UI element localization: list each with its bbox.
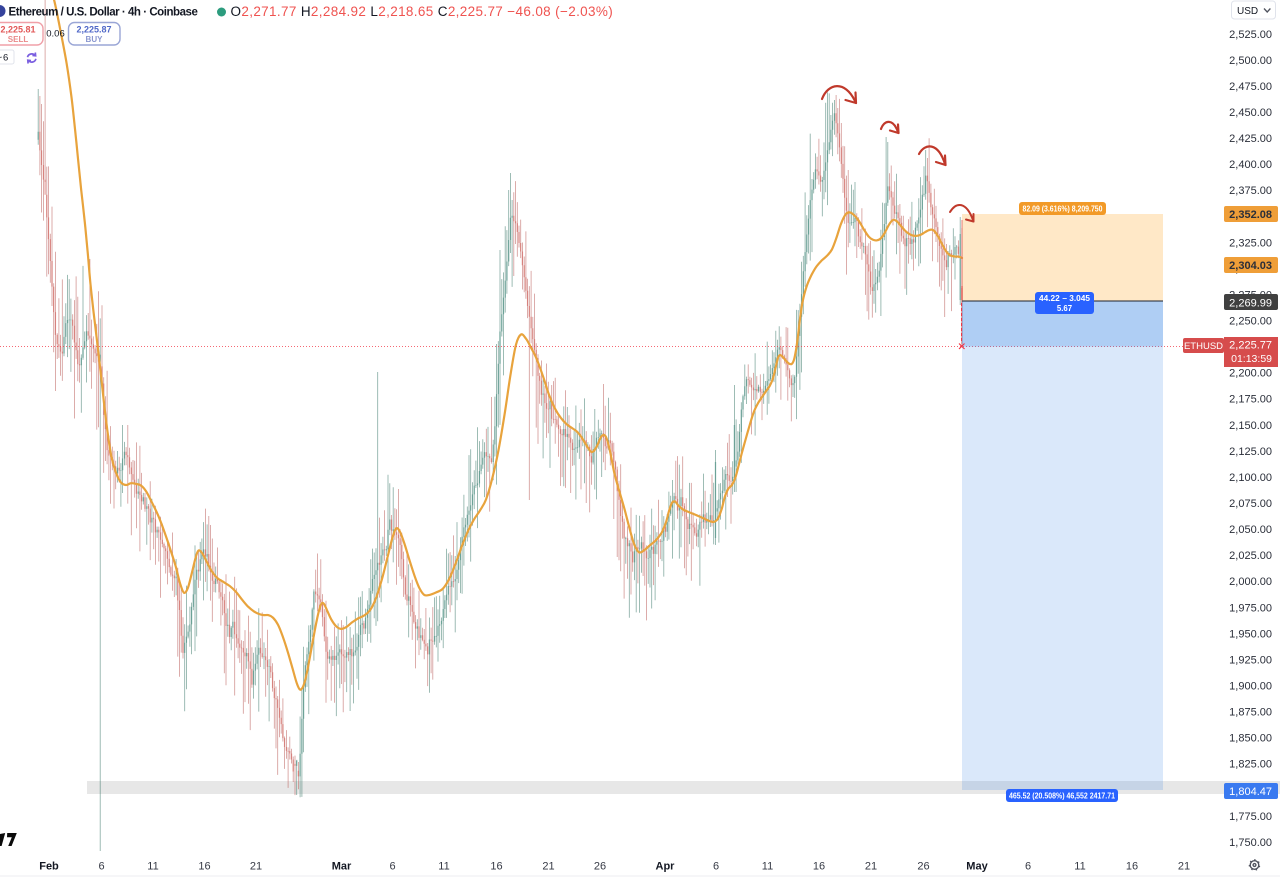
svg-text:16: 16 bbox=[813, 861, 825, 873]
svg-text:2,325.00: 2,325.00 bbox=[1229, 237, 1272, 249]
svg-text:01:13:59: 01:13:59 bbox=[1231, 353, 1272, 365]
svg-text:21: 21 bbox=[865, 861, 877, 873]
svg-text:2,125.00: 2,125.00 bbox=[1229, 446, 1272, 458]
svg-text:~: ~ bbox=[0, 52, 2, 62]
svg-text:Mar: Mar bbox=[332, 861, 352, 873]
svg-text:11: 11 bbox=[438, 861, 449, 873]
svg-text:11: 11 bbox=[1074, 861, 1085, 873]
svg-text:2,352.08: 2,352.08 bbox=[1229, 209, 1272, 221]
svg-text:6: 6 bbox=[389, 861, 395, 873]
svg-text:2,375.00: 2,375.00 bbox=[1229, 185, 1272, 197]
svg-text:6: 6 bbox=[3, 53, 8, 64]
svg-text:2,475.00: 2,475.00 bbox=[1229, 81, 1272, 93]
svg-text:2,100.00: 2,100.00 bbox=[1229, 472, 1272, 484]
svg-text:2,000.00: 2,000.00 bbox=[1229, 576, 1272, 588]
svg-text:2,425.00: 2,425.00 bbox=[1229, 133, 1272, 145]
svg-text:2,225.81: 2,225.81 bbox=[0, 25, 35, 35]
svg-text:2,525.00: 2,525.00 bbox=[1229, 29, 1272, 41]
svg-text:Feb: Feb bbox=[39, 861, 59, 873]
svg-text:O2,271.77 H2,284.92 L2,218.65: O2,271.77 H2,284.92 L2,218.65 C2,225.77 … bbox=[231, 4, 614, 19]
svg-text:1,804.47: 1,804.47 bbox=[1229, 786, 1272, 798]
svg-text:2,050.00: 2,050.00 bbox=[1229, 524, 1272, 536]
svg-text:2,200.00: 2,200.00 bbox=[1229, 368, 1272, 380]
svg-text:465.52 (20.508%) 46,552 2417.7: 465.52 (20.508%) 46,552 2417.71 bbox=[1009, 792, 1116, 801]
svg-text:2,400.00: 2,400.00 bbox=[1229, 159, 1272, 171]
svg-text:2,025.00: 2,025.00 bbox=[1229, 550, 1272, 562]
svg-text:2,304.03: 2,304.03 bbox=[1229, 260, 1272, 272]
svg-text:2,225.87: 2,225.87 bbox=[76, 25, 111, 35]
svg-text:11: 11 bbox=[147, 861, 158, 873]
svg-text:ETHUSD: ETHUSD bbox=[1184, 341, 1223, 352]
svg-text:Apr: Apr bbox=[656, 861, 676, 873]
svg-text:21: 21 bbox=[1178, 861, 1190, 873]
svg-text:1,975.00: 1,975.00 bbox=[1229, 602, 1272, 614]
svg-text:2,150.00: 2,150.00 bbox=[1229, 420, 1272, 432]
svg-text:May: May bbox=[966, 861, 988, 873]
svg-text:1,750.00: 1,750.00 bbox=[1229, 837, 1272, 849]
svg-text:2,175.00: 2,175.00 bbox=[1229, 394, 1272, 406]
svg-text:6: 6 bbox=[98, 861, 104, 873]
svg-text:5.67: 5.67 bbox=[1057, 304, 1072, 313]
svg-text:16: 16 bbox=[198, 861, 210, 873]
svg-text:1,825.00: 1,825.00 bbox=[1229, 759, 1272, 771]
svg-text:2,250.00: 2,250.00 bbox=[1229, 316, 1272, 328]
svg-text:26: 26 bbox=[917, 861, 929, 873]
svg-text:1,875.00: 1,875.00 bbox=[1229, 707, 1272, 719]
svg-text:44.22 − 3.045: 44.22 − 3.045 bbox=[1039, 294, 1091, 303]
svg-text:11: 11 bbox=[762, 861, 773, 873]
svg-text:1,775.00: 1,775.00 bbox=[1229, 811, 1272, 823]
svg-text:Ethereum / U.S. Dollar · 4h ·: Ethereum / U.S. Dollar · 4h · Coinbase bbox=[9, 7, 198, 19]
svg-text:6: 6 bbox=[713, 861, 719, 873]
svg-text:2,225.77: 2,225.77 bbox=[1229, 340, 1272, 352]
svg-text:16: 16 bbox=[490, 861, 502, 873]
svg-text:1,950.00: 1,950.00 bbox=[1229, 628, 1272, 640]
svg-text:21: 21 bbox=[542, 861, 554, 873]
svg-text:1,925.00: 1,925.00 bbox=[1229, 654, 1272, 666]
svg-text:SELL: SELL bbox=[8, 35, 29, 44]
svg-text:6: 6 bbox=[1025, 861, 1031, 873]
svg-text:1,850.00: 1,850.00 bbox=[1229, 733, 1272, 745]
svg-text:2,075.00: 2,075.00 bbox=[1229, 498, 1272, 510]
svg-text:2,269.99: 2,269.99 bbox=[1229, 298, 1272, 310]
svg-text:2,450.00: 2,450.00 bbox=[1229, 107, 1272, 119]
svg-text:1,900.00: 1,900.00 bbox=[1229, 681, 1272, 693]
svg-text:USD: USD bbox=[1237, 6, 1258, 17]
svg-text:2,500.00: 2,500.00 bbox=[1229, 55, 1272, 67]
svg-text:26: 26 bbox=[594, 861, 606, 873]
svg-text:16: 16 bbox=[1126, 861, 1138, 873]
svg-text:82.09 (3.616%) 8,209.750: 82.09 (3.616%) 8,209.750 bbox=[1023, 205, 1104, 214]
svg-text:BUY: BUY bbox=[86, 35, 104, 44]
svg-text:21: 21 bbox=[250, 861, 262, 873]
svg-text:0.06: 0.06 bbox=[46, 29, 65, 40]
